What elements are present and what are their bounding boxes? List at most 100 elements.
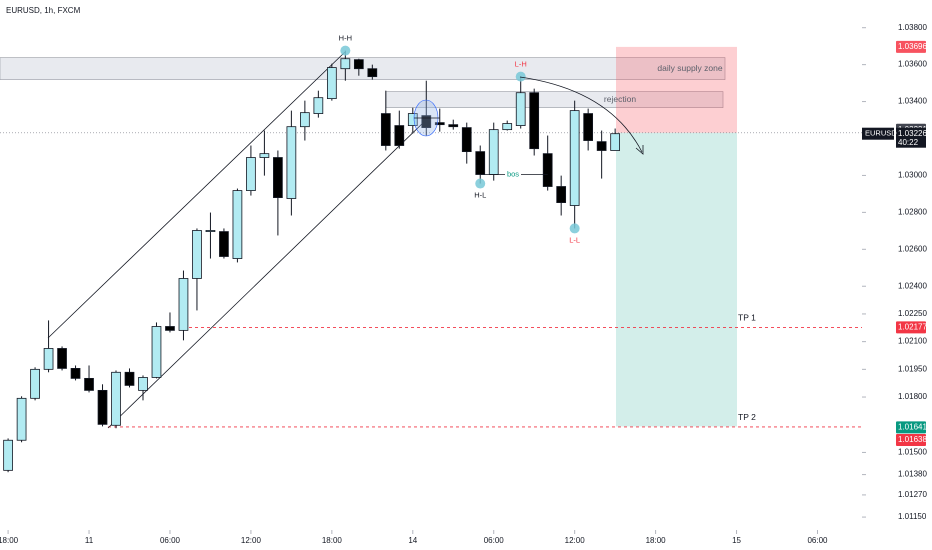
stop-price-label: 1.03696 [898, 42, 927, 51]
candle-body [596, 141, 607, 151]
candle-body [475, 151, 486, 175]
y-tick-label: 1.02600 [898, 244, 927, 253]
candle-body [165, 326, 175, 331]
y-tick-label: 1.01270 [898, 490, 927, 499]
candle-body [488, 129, 499, 175]
candle-body [138, 377, 148, 391]
candle-body [434, 122, 445, 126]
target-price-label-bg [896, 421, 926, 434]
y-tick-label: 1.03000 [898, 171, 927, 180]
candle-body [353, 59, 364, 70]
candle-body [111, 371, 121, 426]
tp2-price-label: 1.01638 [898, 435, 927, 444]
target-price-label: 1.01641 [898, 423, 927, 432]
candle-body [178, 278, 189, 331]
candle-body [300, 112, 310, 128]
y-tick-label: 1.03400 [898, 97, 927, 106]
x-tick-label: 11 [85, 536, 94, 545]
bos-label: bos [507, 169, 519, 178]
swing-label: H-H [339, 34, 352, 43]
y-tick-label: 1.02250 [898, 309, 927, 318]
x-tick-label: 18:00 [322, 536, 343, 545]
candle-body [583, 113, 594, 141]
swing-label: L-H [515, 60, 527, 69]
target-zone [616, 132, 737, 427]
x-tick-label: 06:00 [807, 536, 828, 545]
channel-line [47, 51, 346, 339]
stop-price-label-bg [896, 40, 926, 53]
candle-body [367, 68, 378, 78]
y-tick-label: 1.01500 [898, 448, 927, 457]
y-tick-label: 1.02800 [898, 207, 927, 216]
x-tick-label: 18:00 [0, 536, 19, 545]
candle-body [286, 126, 297, 199]
candle-body [16, 397, 27, 441]
swing-label: H-L [474, 191, 486, 200]
y-tick-label: 1.01950 [898, 364, 927, 373]
bos-bg [505, 169, 521, 180]
swing-marker [569, 223, 580, 234]
arrow-curve [519, 76, 643, 153]
candle-body [151, 326, 162, 378]
candle-body [542, 153, 553, 187]
swing-label: L-L [569, 235, 580, 244]
candle-body [421, 115, 432, 129]
target-name: TP 2 [738, 412, 756, 422]
last-price-bg [896, 127, 926, 148]
candle-body [448, 124, 459, 128]
tp1-price-label-bg [896, 321, 926, 334]
x-tick-label: 12:00 [565, 536, 586, 545]
candle-body [124, 371, 135, 386]
candle-body [502, 123, 513, 131]
y-tick-label: 1.01150 [898, 512, 927, 521]
symbol-bg [862, 127, 894, 140]
candle-body [556, 186, 567, 203]
candle-body [407, 113, 418, 126]
candle-body [192, 230, 202, 279]
zone-label: daily supply zone [657, 63, 722, 73]
last-price: 1.03226 [898, 129, 927, 138]
swing-marker [340, 45, 351, 56]
arrow-head [635, 145, 644, 155]
candle-body [57, 348, 67, 369]
candle-body [219, 231, 229, 257]
countdown: 40:22 [898, 138, 919, 147]
y-tick-label: 1.03600 [898, 60, 927, 69]
candle-body [380, 113, 391, 146]
candle-body [246, 157, 256, 191]
candles-layer [3, 50, 620, 473]
x-tick-label: 12:00 [241, 536, 262, 545]
stop-zone [616, 46, 737, 133]
candle-body [461, 127, 472, 153]
candle-body [515, 92, 526, 126]
zone-label: rejection [604, 94, 636, 104]
candle-body [84, 377, 94, 391]
x-tick-label: 18:00 [646, 536, 667, 545]
candle-body [340, 58, 351, 70]
candle-body [43, 348, 54, 370]
swing-marker [515, 71, 526, 82]
candle-body [326, 67, 337, 100]
candle-body [232, 190, 243, 259]
annotation-layer: daily supply zone rejection TP 1 TP 2 H-H L-H… [339, 34, 927, 446]
candle-body [97, 389, 108, 425]
candle-body [30, 368, 40, 399]
y-tick-label: 1.01800 [898, 392, 927, 401]
chart-title: EURUSD, 1h, FXCM [6, 6, 81, 15]
swing-marker [475, 178, 486, 189]
candle-body [70, 368, 81, 379]
candle-body [394, 125, 405, 146]
tp1-price-label: 1.02177 [898, 323, 927, 332]
candle-body [529, 92, 540, 150]
candle-body [273, 157, 283, 198]
y-tick-label: 1.02400 [898, 281, 927, 290]
candle-body [205, 230, 216, 232]
x-tick-label: 06:00 [484, 536, 505, 545]
tp2-price-label-bg [896, 433, 926, 446]
candle-body [610, 133, 620, 151]
candle-body [313, 97, 324, 114]
x-tick-label: 14 [408, 536, 417, 545]
candle-body [569, 110, 580, 206]
